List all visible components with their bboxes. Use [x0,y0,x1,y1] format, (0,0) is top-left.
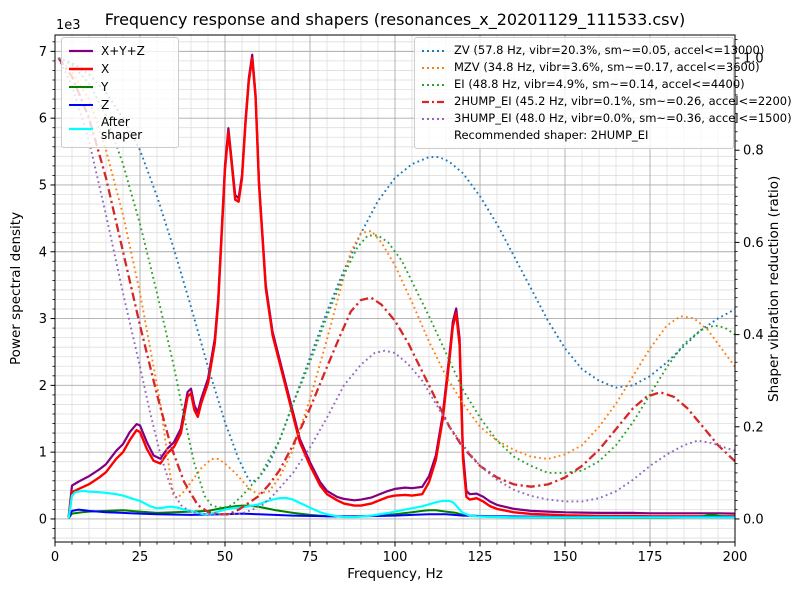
x-tick-label: 50 [217,550,234,565]
y-right-tick-label: 0.8 [743,144,764,159]
legend-line-sample [69,86,93,88]
legend-item-ei: EI (48.8 Hz, vibr=4.9%, sm~=0.14, accel<… [421,77,745,92]
x-tick-label: 150 [553,550,578,565]
legend-line-sample [69,67,93,71]
y-left-tick-label: 4 [39,245,47,260]
legend-line-sample [422,117,446,120]
y-left-tick-label: 2 [39,379,47,394]
series-lines [57,53,735,519]
y-right-tick-label: 1.0 [743,52,764,67]
legend-item-z: Z [68,98,172,113]
legend-label: MZV (34.8 Hz, vibr=3.6%, sm~=0.17, accel… [454,60,760,74]
legend-label: 3HUMP_EI (48.0 Hz, vibr=0.0%, sm~=0.36, … [454,111,792,125]
legend-item-x-y-z: X+Y+Z [68,44,172,59]
legend-line-sample [422,49,446,52]
legend-label: ZV (57.8 Hz, vibr=20.3%, sm~=0.05, accel… [454,43,765,57]
y-left-tick-label: 6 [39,112,47,127]
legend-label: X [101,61,110,76]
legend-label: X+Y+Z [101,43,145,58]
legend-line-sample [422,83,446,86]
y-left-tick-label: 5 [39,178,47,193]
legend-sample-spacer [421,133,447,139]
legend-line-sample [69,127,93,130]
legend-item-mzv: MZV (34.8 Hz, vibr=3.6%, sm~=0.17, accel… [421,60,760,75]
legend-label: Z [101,97,110,112]
y-axis-left-label: Power spectral density [8,211,24,366]
y-left-tick-label: 7 [39,45,47,60]
legend-item-2hump_ei: 2HUMP_EI (45.2 Hz, vibr=0.1%, sm~=0.26, … [421,94,792,109]
series-zv [58,57,735,484]
series-mzv [57,57,735,500]
legend-item-3hump_ei: 3HUMP_EI (48.0 Hz, vibr=0.0%, sm~=0.36, … [421,111,792,126]
y-axis-offset-text: 1e3 [56,18,81,33]
series-2hump_ei [57,57,735,516]
x-tick-label: 75 [302,550,319,565]
x-tick-label: 200 [723,550,748,565]
legend-label: Y [101,79,109,94]
legend-label: After shaper [101,114,143,142]
y-right-tick-label: 0.0 [743,512,764,527]
legend-label: 2HUMP_EI (45.2 Hz, vibr=0.1%, sm~=0.26, … [454,94,792,108]
x-tick-label: 125 [468,550,493,565]
legend-recommended-shaper: Recommended shaper: 2HUMP_EI [421,128,727,143]
x-axis-label: Frequency, Hz [347,566,443,582]
y-right-tick-label: 0.4 [743,328,764,343]
legend-line-sample [422,100,446,103]
x-tick-label: 0 [51,550,59,565]
tick-marks [50,39,740,547]
y-right-tick-label: 0.2 [743,420,764,435]
legend-psd: X+Y+Z X Y Z After shaper [61,37,179,148]
legend-line-sample [422,66,446,69]
y-right-tick-label: 0.6 [743,236,764,251]
legend-label: Recommended shaper: 2HUMP_EI [454,128,649,142]
legend-line-sample [69,49,93,53]
y-left-tick-label: 1 [39,446,47,461]
x-tick-label: 100 [383,550,408,565]
y-left-tick-label: 3 [39,312,47,327]
series-3hump_ei [57,57,735,516]
series-ei [57,57,735,509]
legend-item-x: X [68,62,172,77]
y-left-tick-label: 0 [39,512,47,527]
legend-item-y: Y [68,80,172,95]
chart-title: Frequency response and shapers (resonanc… [104,10,686,29]
legend-item-after-shaper: After shaper [68,114,172,142]
legend-line-sample [69,104,93,106]
legend-label: EI (48.8 Hz, vibr=4.9%, sm~=0.14, accel<… [454,77,745,91]
x-tick-label: 25 [132,550,149,565]
series-after [67,489,735,519]
legend-item-zv: ZV (57.8 Hz, vibr=20.3%, sm~=0.05, accel… [421,43,764,58]
legend-shapers: ZV (57.8 Hz, vibr=20.3%, sm~=0.05, accel… [414,37,792,149]
x-tick-label: 175 [638,550,663,565]
series-x [67,56,735,518]
